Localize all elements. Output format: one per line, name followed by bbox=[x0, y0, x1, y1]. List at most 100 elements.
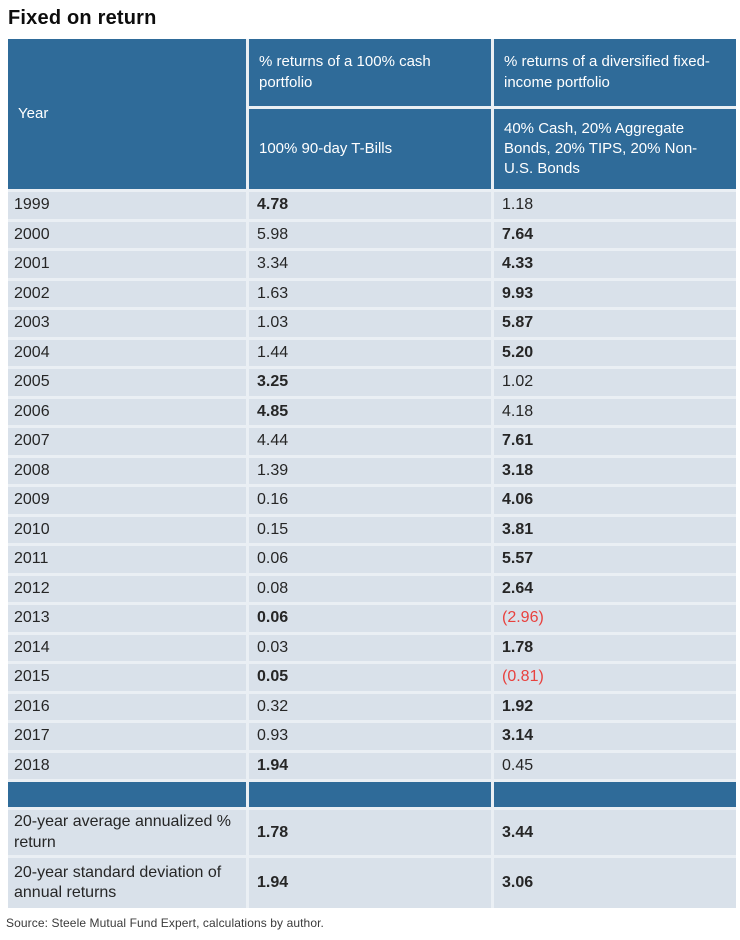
cash-value: 0.03 bbox=[249, 634, 491, 661]
fixed-value: 7.64 bbox=[494, 221, 736, 248]
table-row: 2007 4.44 7.61 bbox=[8, 428, 736, 455]
table-row: 2001 3.34 4.33 bbox=[8, 251, 736, 278]
table-header: Year % returns of a 100% cash portfolio … bbox=[8, 39, 736, 189]
summary-label: 20-year standard deviation of annual ret… bbox=[8, 858, 246, 908]
fixed-value: 3.18 bbox=[494, 457, 736, 484]
table-row: 2000 5.98 7.64 bbox=[8, 221, 736, 248]
returns-table: Year % returns of a 100% cash portfolio … bbox=[8, 39, 736, 908]
summary-row: 20-year average annualized % return 1.78 3… bbox=[8, 810, 736, 855]
year-cell: 2010 bbox=[8, 516, 246, 543]
fixed-value: 5.57 bbox=[494, 546, 736, 573]
fixed-value: 2.64 bbox=[494, 575, 736, 602]
year-cell: 2013 bbox=[8, 605, 246, 632]
fixed-value: 3.81 bbox=[494, 516, 736, 543]
summary-cash-value: 1.94 bbox=[249, 858, 491, 908]
header-fixed-group: % returns of a diversified fixed-income … bbox=[494, 39, 736, 106]
cash-value: 3.25 bbox=[249, 369, 491, 396]
table-row: 2009 0.16 4.06 bbox=[8, 487, 736, 514]
table-row: 2002 1.63 9.93 bbox=[8, 280, 736, 307]
cash-value: 0.06 bbox=[249, 605, 491, 632]
cash-value: 3.34 bbox=[249, 251, 491, 278]
separator-row bbox=[8, 782, 736, 807]
header-cash-column: % returns of a 100% cash portfolio 100% … bbox=[249, 39, 491, 189]
table-row: 2005 3.25 1.02 bbox=[8, 369, 736, 396]
table-row: 2014 0.03 1.78 bbox=[8, 634, 736, 661]
year-cell: 2001 bbox=[8, 251, 246, 278]
fixed-value: 1.18 bbox=[494, 192, 736, 219]
table-row: 2017 0.93 3.14 bbox=[8, 723, 736, 750]
table-row: 2012 0.08 2.64 bbox=[8, 575, 736, 602]
header-fixed-sub: 40% Cash, 20% Aggregate Bonds, 20% TIPS,… bbox=[494, 109, 736, 189]
year-cell: 1999 bbox=[8, 192, 246, 219]
table-row: 2013 0.06 (2.96) bbox=[8, 605, 736, 632]
fixed-value: 3.14 bbox=[494, 723, 736, 750]
cash-value: 1.03 bbox=[249, 310, 491, 337]
table-row: 2011 0.06 5.57 bbox=[8, 546, 736, 573]
separator-cell bbox=[494, 782, 736, 807]
year-cell: 2009 bbox=[8, 487, 246, 514]
year-cell: 2008 bbox=[8, 457, 246, 484]
fixed-value: (0.81) bbox=[494, 664, 736, 691]
fixed-value: 9.93 bbox=[494, 280, 736, 307]
cash-value: 1.39 bbox=[249, 457, 491, 484]
cash-value: 4.78 bbox=[249, 192, 491, 219]
separator-cell bbox=[8, 782, 246, 807]
source-note: Source: Steele Mutual Fund Expert, calcu… bbox=[6, 916, 324, 930]
separator-cell bbox=[249, 782, 491, 807]
year-cell: 2016 bbox=[8, 693, 246, 720]
cash-value: 1.63 bbox=[249, 280, 491, 307]
summary-cash-value: 1.78 bbox=[249, 810, 491, 855]
table-row: 2018 1.94 0.45 bbox=[8, 752, 736, 779]
header-fixed-column: % returns of a diversified fixed-income … bbox=[494, 39, 736, 189]
table-row: 2016 0.32 1.92 bbox=[8, 693, 736, 720]
cash-value: 5.98 bbox=[249, 221, 491, 248]
cash-value: 1.94 bbox=[249, 752, 491, 779]
table-row: 2004 1.44 5.20 bbox=[8, 339, 736, 366]
cash-value: 0.93 bbox=[249, 723, 491, 750]
summary-fixed-value: 3.06 bbox=[494, 858, 736, 908]
table-row: 1999 4.78 1.18 bbox=[8, 192, 736, 219]
fixed-value: 5.20 bbox=[494, 339, 736, 366]
summary-row: 20-year standard deviation of annual ret… bbox=[8, 858, 736, 908]
fixed-value: (2.96) bbox=[494, 605, 736, 632]
cash-value: 0.06 bbox=[249, 546, 491, 573]
cash-value: 0.05 bbox=[249, 664, 491, 691]
year-cell: 2004 bbox=[8, 339, 246, 366]
year-cell: 2006 bbox=[8, 398, 246, 425]
fixed-value: 4.18 bbox=[494, 398, 736, 425]
fixed-value: 1.78 bbox=[494, 634, 736, 661]
year-cell: 2005 bbox=[8, 369, 246, 396]
header-year: Year bbox=[8, 39, 246, 189]
fixed-value: 1.02 bbox=[494, 369, 736, 396]
cash-value: 4.44 bbox=[249, 428, 491, 455]
year-cell: 2014 bbox=[8, 634, 246, 661]
page-title: Fixed on return bbox=[8, 7, 157, 29]
fixed-value: 4.06 bbox=[494, 487, 736, 514]
cash-value: 0.16 bbox=[249, 487, 491, 514]
year-cell: 2017 bbox=[8, 723, 246, 750]
fixed-value: 5.87 bbox=[494, 310, 736, 337]
table-row: 2015 0.05 (0.81) bbox=[8, 664, 736, 691]
header-cash-group: % returns of a 100% cash portfolio bbox=[249, 39, 491, 106]
cash-value: 1.44 bbox=[249, 339, 491, 366]
year-cell: 2018 bbox=[8, 752, 246, 779]
fixed-value: 1.92 bbox=[494, 693, 736, 720]
table-row: 2006 4.85 4.18 bbox=[8, 398, 736, 425]
year-cell: 2007 bbox=[8, 428, 246, 455]
summary-label: 20-year average annualized % return bbox=[8, 810, 246, 855]
year-cell: 2012 bbox=[8, 575, 246, 602]
summary-fixed-value: 3.44 bbox=[494, 810, 736, 855]
year-cell: 2003 bbox=[8, 310, 246, 337]
table-row: 2010 0.15 3.81 bbox=[8, 516, 736, 543]
cash-value: 0.32 bbox=[249, 693, 491, 720]
cash-value: 0.15 bbox=[249, 516, 491, 543]
year-cell: 2000 bbox=[8, 221, 246, 248]
fixed-value: 4.33 bbox=[494, 251, 736, 278]
cash-value: 4.85 bbox=[249, 398, 491, 425]
fixed-value: 0.45 bbox=[494, 752, 736, 779]
cash-value: 0.08 bbox=[249, 575, 491, 602]
year-cell: 2002 bbox=[8, 280, 246, 307]
table-row: 2003 1.03 5.87 bbox=[8, 310, 736, 337]
header-cash-sub: 100% 90-day T-Bills bbox=[249, 109, 491, 189]
